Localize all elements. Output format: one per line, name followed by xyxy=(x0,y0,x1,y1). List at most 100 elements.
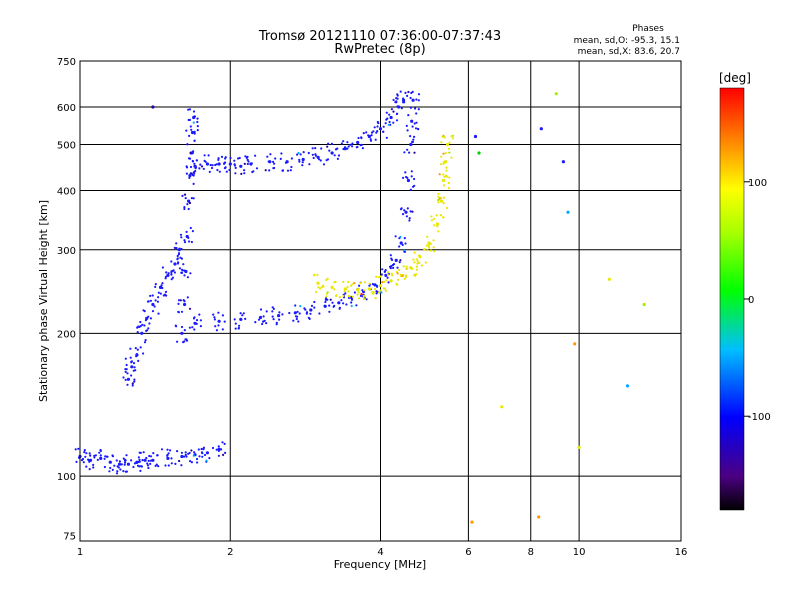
data-point xyxy=(410,91,413,95)
data-point xyxy=(281,313,284,316)
data-point xyxy=(336,157,339,160)
data-point xyxy=(153,305,156,308)
y-tick-label: 200 xyxy=(57,329,76,340)
data-point xyxy=(353,282,356,285)
data-point xyxy=(180,310,184,313)
data-point xyxy=(361,147,364,150)
data-point xyxy=(111,468,114,471)
data-point xyxy=(334,148,338,151)
data-point xyxy=(222,453,225,456)
data-point xyxy=(442,152,445,155)
data-point xyxy=(404,210,408,214)
data-point xyxy=(289,169,292,172)
data-point xyxy=(145,456,148,460)
data-point xyxy=(432,246,435,249)
data-point xyxy=(175,325,178,328)
data-point xyxy=(182,341,185,344)
data-point xyxy=(196,117,199,120)
data-point xyxy=(146,329,149,332)
data-point xyxy=(382,130,385,133)
data-point xyxy=(166,448,169,451)
data-point xyxy=(438,197,441,200)
data-point xyxy=(135,461,138,464)
data-point xyxy=(166,273,170,277)
data-point xyxy=(325,295,328,298)
data-point xyxy=(139,320,142,324)
data-point xyxy=(346,147,349,150)
data-point xyxy=(129,356,132,359)
data-point xyxy=(124,458,127,461)
data-point xyxy=(360,293,363,296)
data-point xyxy=(404,171,407,174)
data-point xyxy=(136,464,140,467)
data-point xyxy=(139,325,142,328)
data-point xyxy=(167,272,170,275)
x-tick-label: 1 xyxy=(77,547,83,558)
data-point xyxy=(147,315,150,318)
data-point xyxy=(310,304,314,307)
data-point xyxy=(322,163,326,166)
data-point xyxy=(272,167,275,170)
data-point xyxy=(217,311,220,314)
data-point xyxy=(143,458,147,462)
data-point xyxy=(390,108,393,111)
data-point xyxy=(193,328,196,331)
data-point xyxy=(119,468,122,471)
data-point xyxy=(374,138,377,141)
data-point xyxy=(399,259,402,262)
data-point xyxy=(333,281,336,284)
data-point xyxy=(561,160,566,164)
data-point xyxy=(130,365,134,369)
data-point xyxy=(137,359,140,362)
data-point xyxy=(447,181,450,185)
data-point xyxy=(325,159,328,162)
data-point xyxy=(378,291,381,294)
y-tick-label: 100 xyxy=(57,472,76,483)
data-point xyxy=(403,151,406,154)
data-point xyxy=(309,312,312,315)
data-point xyxy=(406,148,409,151)
data-point xyxy=(332,305,335,308)
data-point xyxy=(141,323,144,326)
data-point xyxy=(396,105,399,108)
data-point xyxy=(417,93,421,96)
data-point xyxy=(144,319,147,322)
x-tick-label: 16 xyxy=(675,547,688,558)
data-point xyxy=(183,300,186,303)
data-point xyxy=(157,291,160,294)
data-point xyxy=(338,306,341,309)
data-point xyxy=(188,240,191,243)
data-point xyxy=(343,287,347,291)
data-point xyxy=(211,164,214,167)
data-point xyxy=(149,299,152,302)
data-point xyxy=(180,247,183,251)
data-point xyxy=(85,465,88,468)
data-point xyxy=(500,405,504,409)
data-point xyxy=(210,166,214,170)
data-point xyxy=(281,169,285,172)
data-point xyxy=(365,131,368,134)
data-point xyxy=(340,142,343,145)
data-point xyxy=(417,99,420,102)
data-point xyxy=(173,246,176,249)
data-point xyxy=(170,457,173,460)
data-point xyxy=(411,125,414,128)
data-point xyxy=(401,243,404,246)
data-point xyxy=(442,196,445,199)
data-point xyxy=(577,445,581,449)
data-point xyxy=(295,317,298,321)
data-point xyxy=(164,464,167,467)
data-point xyxy=(402,176,405,179)
data-point xyxy=(192,197,195,200)
data-point xyxy=(267,160,270,163)
data-point xyxy=(415,273,418,276)
data-point xyxy=(193,164,197,168)
data-point xyxy=(437,195,440,198)
data-point xyxy=(135,355,138,358)
data-point xyxy=(371,283,374,286)
data-point xyxy=(383,270,386,273)
data-point xyxy=(87,458,90,461)
data-point xyxy=(188,134,191,137)
data-point xyxy=(75,460,78,463)
data-point xyxy=(411,140,414,143)
